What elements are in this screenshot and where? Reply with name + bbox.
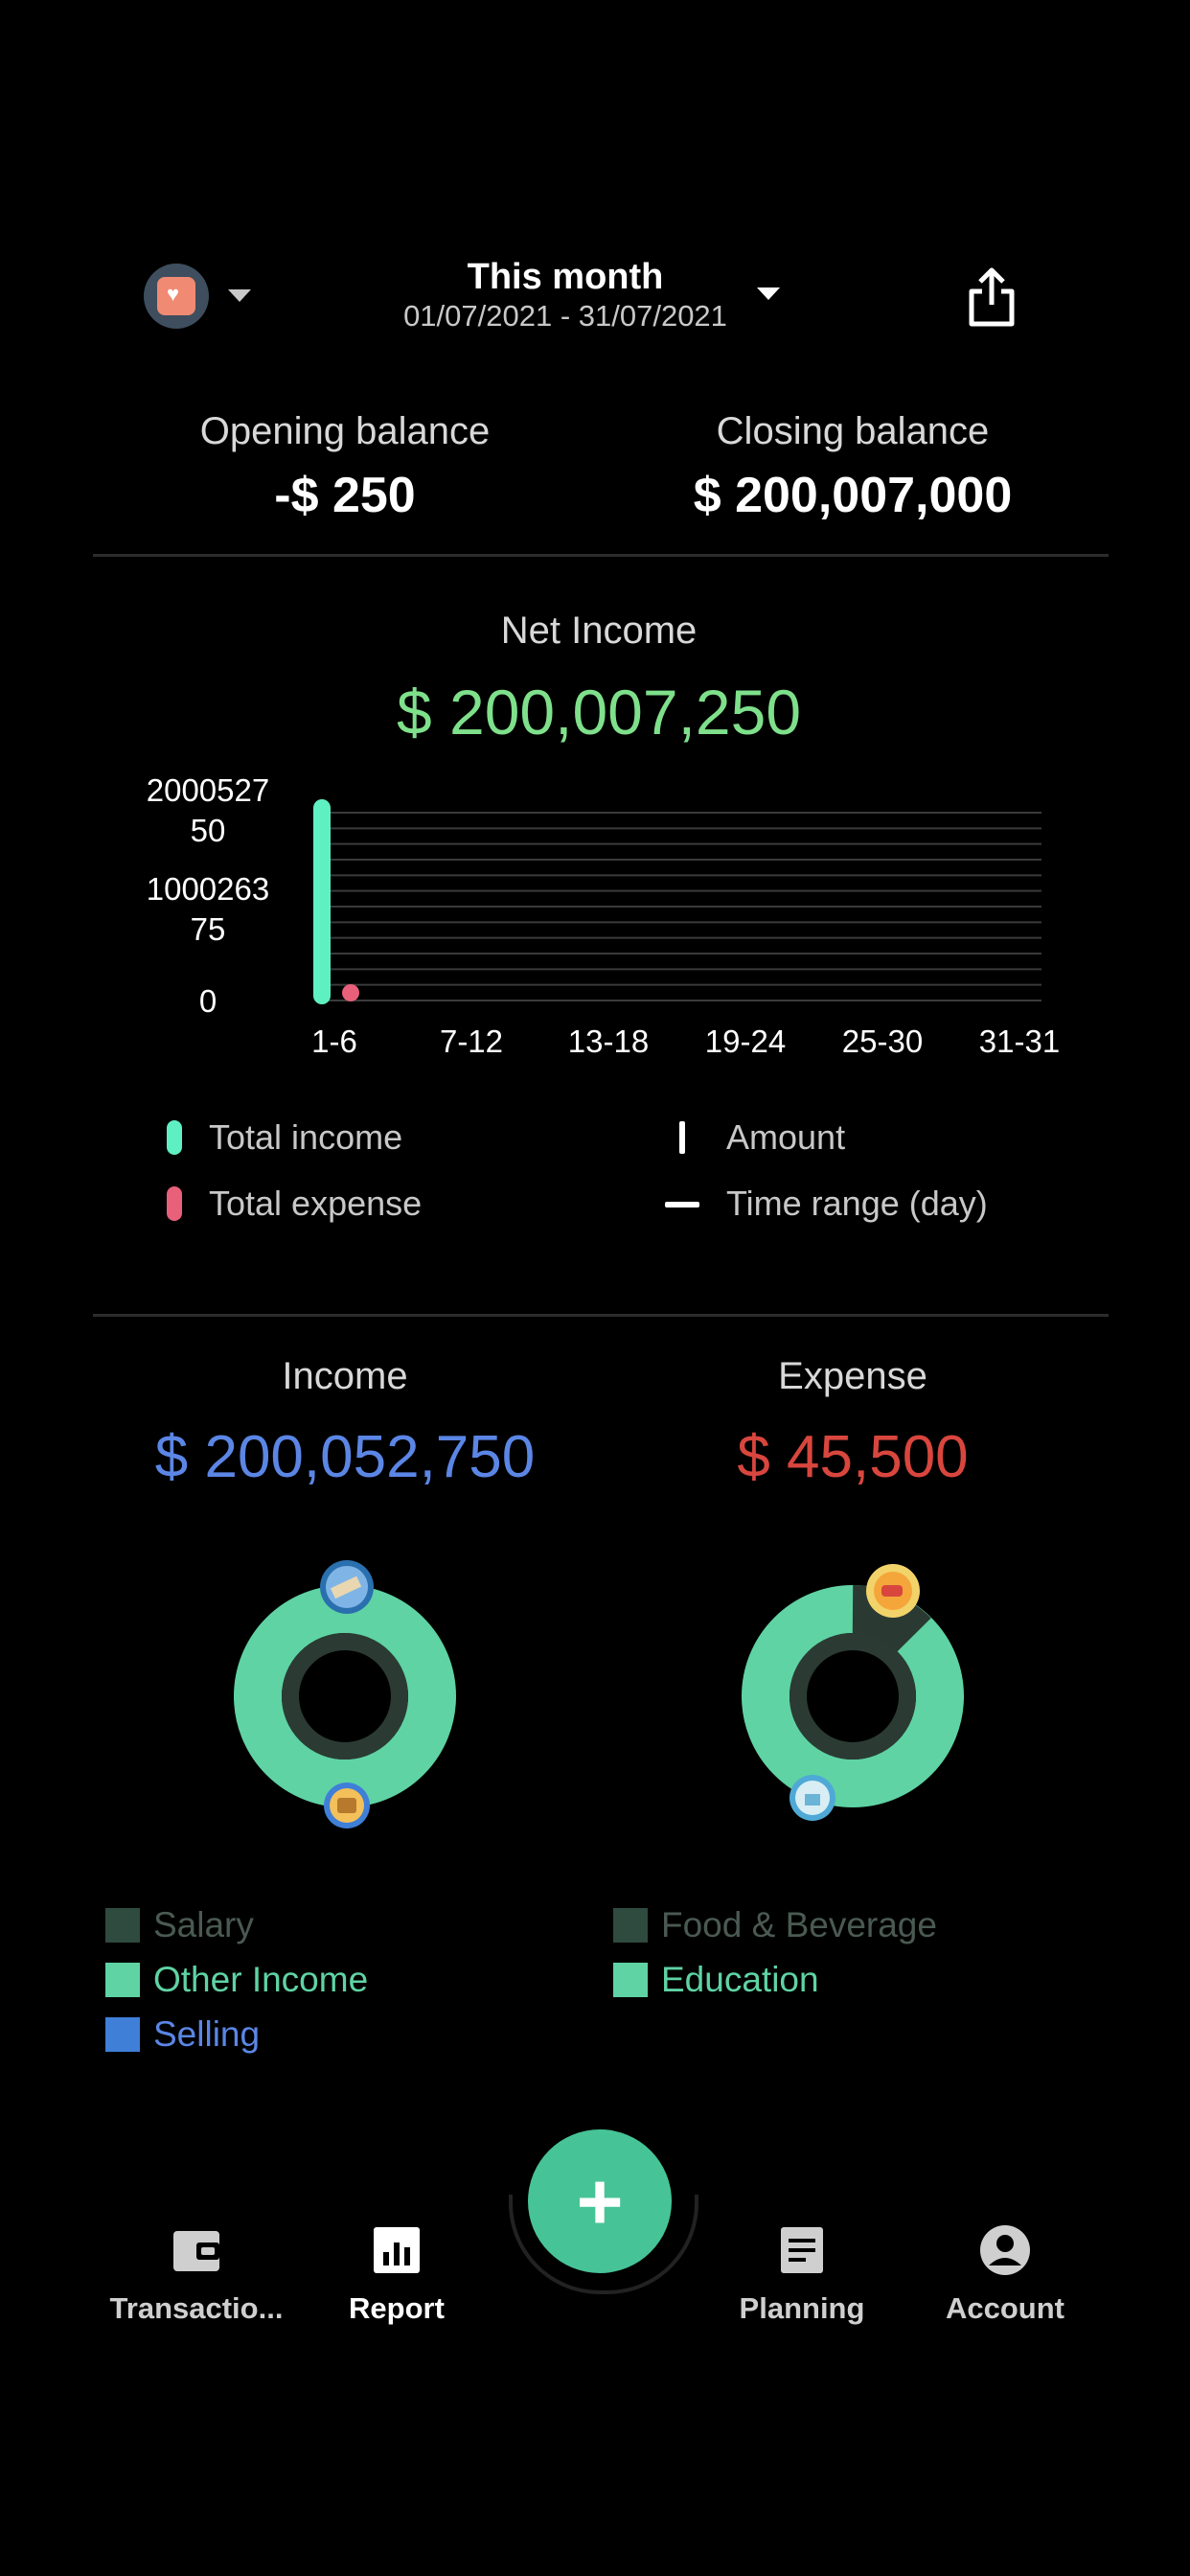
expense-value: $ 45,500 (737, 1424, 969, 1490)
x-tick-label: 13-18 (568, 1024, 649, 1059)
nav-report[interactable]: Report (296, 2223, 497, 2326)
total-income-legend-swatch (167, 1120, 182, 1155)
total-expense-legend-swatch (167, 1186, 182, 1221)
wallet-avatar-icon[interactable] (144, 264, 209, 329)
selling-category-icon (320, 1560, 374, 1614)
y-tick-label: 1000263 (147, 871, 269, 907)
category-legend-item[interactable]: Food & Beverage (613, 1898, 937, 1952)
amount-legend-label: Amount (726, 1117, 846, 1157)
nav-transactions-label: Transactio... (109, 2291, 284, 2325)
wallet-icon (173, 2231, 219, 2271)
time-range-legend-marker (665, 1202, 699, 1208)
nav-planning[interactable]: Planning (701, 2223, 903, 2326)
share-icon[interactable] (966, 266, 1018, 328)
period-chevron-down-icon[interactable] (757, 288, 780, 300)
y-tick-label: 2000527 (147, 772, 269, 808)
period-title[interactable]: This month (467, 257, 664, 297)
nav-transactions[interactable]: Transactio... (96, 2223, 297, 2326)
category-swatch (105, 1962, 140, 1997)
x-tick-label: 31-31 (979, 1024, 1060, 1059)
y-tick-label: 0 (199, 983, 217, 1019)
account-icon (980, 2225, 1030, 2275)
category-swatch (105, 1907, 140, 1943)
bar-chart-icon (374, 2227, 420, 2273)
x-tick-label: 25-30 (842, 1024, 923, 1059)
education-category-icon (790, 1775, 835, 1821)
expense-category-legend: Food & Beverage Education (613, 1898, 937, 2007)
x-tick-label: 1-6 (311, 1024, 357, 1059)
divider (93, 554, 1109, 557)
wallet-chevron-down-icon[interactable] (228, 289, 251, 302)
category-legend-item[interactable]: Selling (105, 2007, 368, 2061)
total-income-legend-label: Total income (209, 1117, 403, 1157)
other-income-category-icon (324, 1782, 370, 1828)
nav-report-label: Report (349, 2291, 445, 2325)
amount-legend-marker (679, 1121, 685, 1154)
net-income-value: $ 200,007,250 (396, 677, 802, 748)
closing-balance-label: Closing balance (716, 410, 990, 452)
y-tick-label: 75 (191, 911, 226, 947)
add-transaction-button[interactable]: + (528, 2129, 672, 2273)
category-label: Education (661, 1959, 819, 1999)
category-legend-item[interactable]: Education (613, 1952, 937, 2007)
opening-balance-value: -$ 250 (274, 468, 416, 523)
food-beverage-category-icon (866, 1564, 920, 1618)
net-income-bar-chart: 2000527 50 1000263 75 0 1-6 7-12 13-18 19-24 25-3… (147, 772, 1060, 1059)
nav-account[interactable]: Account (904, 2223, 1106, 2326)
category-label: Salary (153, 1904, 254, 1944)
category-swatch (613, 1907, 648, 1943)
category-legend-item[interactable]: Other Income (105, 1952, 368, 2007)
income-label: Income (282, 1355, 408, 1397)
category-swatch (105, 2016, 140, 2052)
x-tick-label: 19-24 (705, 1024, 786, 1059)
expense-bar (342, 983, 359, 1001)
category-label: Food & Beverage (661, 1904, 937, 1944)
expense-label: Expense (778, 1355, 927, 1397)
closing-balance-value: $ 200,007,000 (693, 468, 1013, 523)
income-category-legend: Salary Other Income Selling (105, 1898, 368, 2061)
expense-donut-chart[interactable] (728, 1552, 977, 1840)
opening-balance-label: Opening balance (199, 410, 491, 452)
nav-planning-label: Planning (739, 2291, 865, 2325)
net-income-label: Net Income (500, 610, 698, 652)
x-tick-label: 7-12 (440, 1024, 503, 1059)
category-legend-item[interactable]: Salary (105, 1898, 368, 1952)
y-tick-label: 50 (191, 813, 226, 848)
time-range-legend-label: Time range (day) (726, 1184, 988, 1223)
income-donut-inner-ring (282, 1633, 408, 1760)
period-range[interactable]: 01/07/2021 - 31/07/2021 (403, 299, 727, 333)
total-expense-legend-label: Total expense (209, 1184, 423, 1223)
income-donut-chart[interactable] (220, 1552, 469, 1840)
category-label: Selling (153, 2013, 261, 2054)
category-label: Other Income (153, 1959, 369, 1999)
category-swatch (613, 1962, 648, 1997)
divider (93, 1314, 1109, 1317)
income-bar (313, 799, 331, 1004)
income-value: $ 200,052,750 (154, 1424, 536, 1490)
document-icon (781, 2227, 823, 2273)
expense-donut-inner-ring (790, 1633, 916, 1760)
nav-account-label: Account (946, 2291, 1064, 2325)
